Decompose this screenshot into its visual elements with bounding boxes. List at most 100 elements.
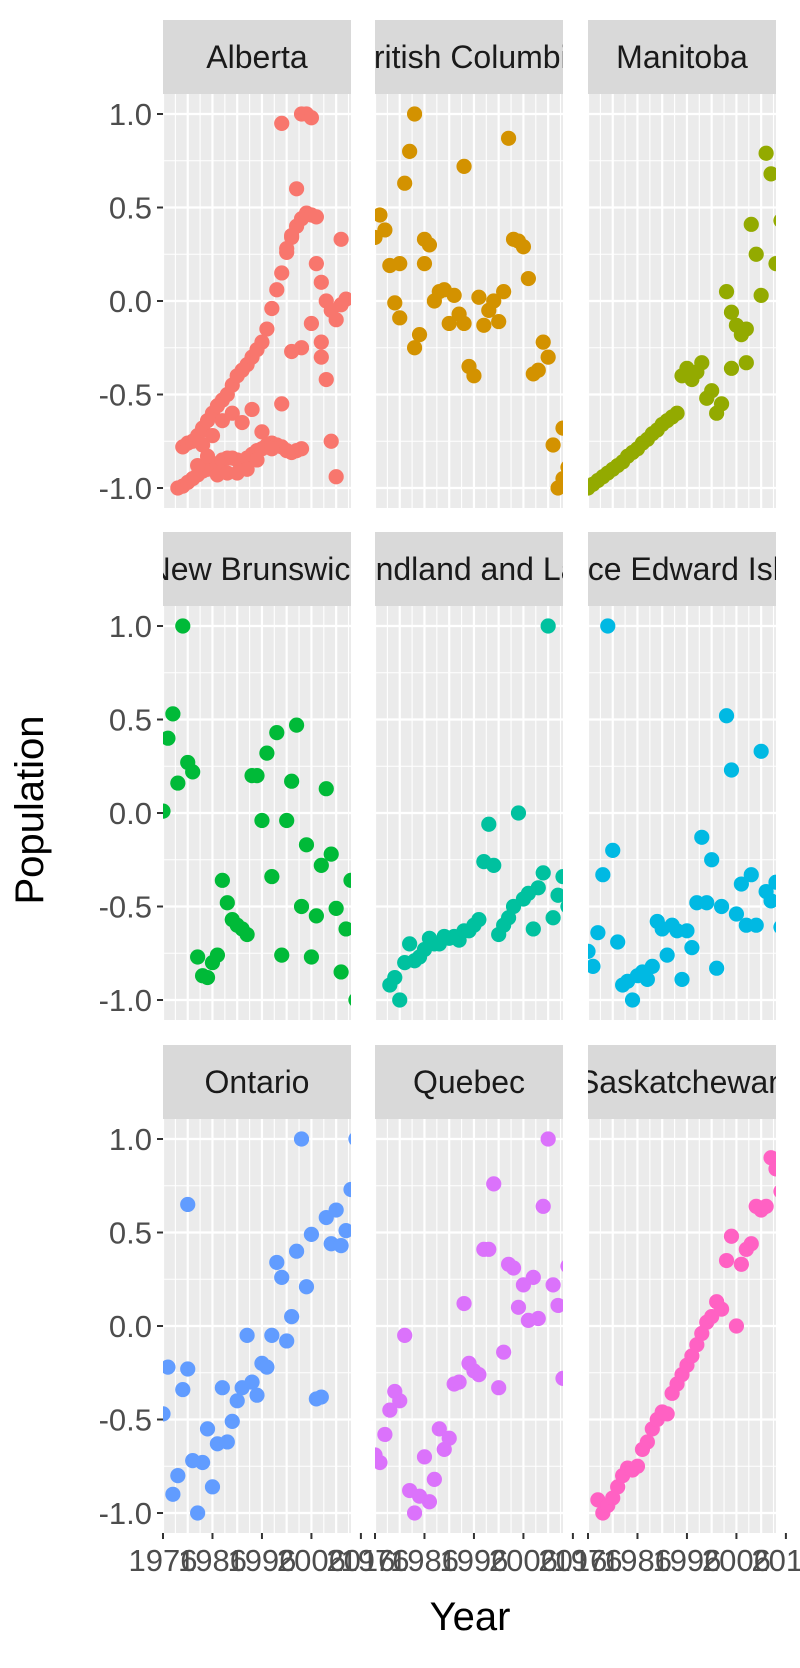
data-point bbox=[358, 1268, 373, 1283]
data-point bbox=[456, 1295, 472, 1312]
data-point bbox=[555, 471, 563, 487]
data-point bbox=[328, 469, 344, 485]
data-point bbox=[387, 969, 403, 986]
y-tick-label: 0.0 bbox=[109, 796, 152, 831]
data-point bbox=[318, 371, 334, 388]
data-point bbox=[254, 812, 270, 829]
y-axis-title: Population bbox=[8, 715, 52, 904]
x-tick-label: 1996 bbox=[227, 1543, 296, 1578]
data-point bbox=[199, 969, 216, 986]
data-point bbox=[783, 865, 798, 880]
facet-title: Manitoba bbox=[616, 39, 748, 75]
facet-title: British Columbia bbox=[353, 39, 586, 75]
data-point bbox=[545, 1277, 561, 1293]
data-point bbox=[288, 1243, 305, 1259]
data-point bbox=[560, 900, 563, 913]
data-point bbox=[163, 730, 176, 746]
data-point bbox=[778, 217, 793, 232]
data-point bbox=[565, 1279, 580, 1294]
data-point bbox=[684, 940, 700, 956]
data-point bbox=[298, 1279, 315, 1295]
data-point bbox=[600, 618, 616, 634]
data-point bbox=[288, 717, 305, 733]
data-point bbox=[406, 1505, 423, 1521]
data-point bbox=[411, 327, 428, 343]
data-point bbox=[486, 1176, 502, 1192]
data-point bbox=[323, 433, 339, 449]
facet-strip bbox=[588, 1045, 776, 1119]
data-point bbox=[555, 420, 563, 436]
data-point bbox=[274, 115, 290, 131]
data-point bbox=[199, 448, 216, 464]
facet-strip bbox=[375, 20, 563, 94]
y-tick-label: 0.0 bbox=[109, 1309, 152, 1344]
data-point bbox=[209, 947, 226, 963]
data-point bbox=[293, 340, 310, 356]
x-tick-label: 2006 bbox=[489, 1543, 558, 1578]
x-tick-label: 1986 bbox=[178, 1543, 247, 1578]
data-point bbox=[471, 1367, 487, 1383]
data-point bbox=[308, 209, 324, 225]
x-tick-label: 1996 bbox=[439, 1543, 508, 1578]
data-point bbox=[313, 1389, 329, 1405]
data-point bbox=[763, 1150, 776, 1166]
data-point bbox=[456, 315, 472, 332]
data-point bbox=[204, 428, 221, 444]
data-point bbox=[704, 852, 720, 868]
data-point bbox=[733, 876, 749, 892]
data-point bbox=[510, 805, 527, 821]
data-point bbox=[397, 1327, 413, 1343]
x-axis-title: Year bbox=[430, 1595, 511, 1639]
data-point bbox=[328, 312, 344, 328]
data-point bbox=[659, 947, 675, 963]
data-point bbox=[279, 812, 295, 829]
data-point bbox=[421, 237, 438, 253]
data-point bbox=[163, 1406, 171, 1422]
data-point bbox=[560, 1260, 563, 1272]
y-tick-label: 1.0 bbox=[109, 609, 152, 644]
data-point bbox=[234, 414, 250, 431]
data-point bbox=[288, 181, 305, 197]
data-point bbox=[303, 949, 320, 965]
facet-panels: Alberta -1.0 -0.5 0.0 0.5 1.0 British Columbia… bbox=[99, 20, 800, 1578]
data-point bbox=[165, 1486, 181, 1502]
data-point bbox=[298, 837, 315, 853]
data-point bbox=[441, 315, 457, 332]
data-point bbox=[194, 1454, 211, 1471]
data-point bbox=[709, 960, 725, 976]
data-point bbox=[768, 256, 776, 272]
data-point bbox=[560, 461, 563, 474]
data-point bbox=[748, 917, 764, 933]
data-point bbox=[530, 362, 546, 378]
x-tick-label: 2016 bbox=[751, 1543, 800, 1578]
data-point bbox=[491, 313, 507, 330]
facet-panel: British Columbia bbox=[353, 20, 586, 508]
data-point bbox=[788, 1133, 800, 1148]
x-tick-label: 2016 bbox=[326, 1543, 395, 1578]
data-point bbox=[481, 1241, 497, 1257]
data-point bbox=[535, 865, 551, 881]
x-tick-label: 2016 bbox=[538, 1543, 607, 1578]
data-point bbox=[486, 293, 502, 309]
data-point bbox=[694, 355, 710, 371]
data-point bbox=[259, 321, 275, 337]
data-point bbox=[284, 773, 300, 789]
data-point bbox=[624, 992, 641, 1008]
data-point bbox=[605, 842, 621, 859]
data-point bbox=[293, 1131, 310, 1147]
data-point bbox=[644, 958, 660, 974]
data-point bbox=[214, 1380, 230, 1396]
data-point bbox=[274, 265, 290, 281]
data-point bbox=[545, 910, 561, 926]
gridlines bbox=[588, 606, 776, 1020]
data-point bbox=[377, 222, 393, 238]
facet-panel: Manitoba bbox=[588, 20, 793, 508]
data-point bbox=[540, 618, 556, 634]
data-point bbox=[269, 282, 285, 298]
facet-title: Prince Edward Island bbox=[531, 551, 800, 587]
facet-title: Quebec bbox=[413, 1064, 525, 1100]
data-point bbox=[758, 1198, 774, 1214]
data-point bbox=[540, 1131, 556, 1147]
data-point bbox=[163, 1359, 176, 1375]
